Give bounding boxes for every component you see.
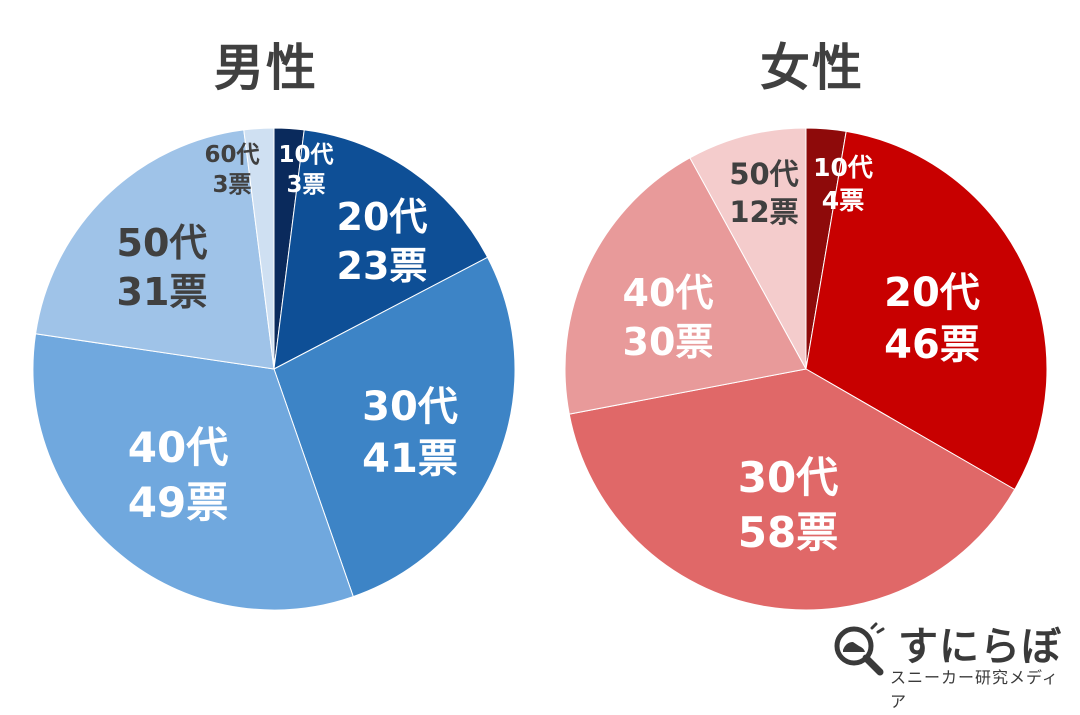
- male-slice-category: 10代: [278, 142, 333, 168]
- brand-logo-text: すにらぼ: [898, 624, 1062, 670]
- female-slice-category: 50代: [729, 157, 798, 191]
- female-slice-category: 30代: [738, 453, 838, 502]
- female-slice-20代: [805, 130, 1048, 491]
- female-slice-label-30代: 30代 58票: [738, 453, 838, 557]
- female-slice-label-40代: 40代 30票: [623, 271, 714, 364]
- female-slice-50代: [689, 127, 807, 370]
- female-slice-category: 10代: [813, 153, 873, 182]
- male-chart-title: 男性: [214, 39, 318, 97]
- male-slice-votes: 3票: [286, 172, 325, 198]
- male-slice-votes: 3票: [212, 172, 251, 198]
- male-slice-20代: [273, 129, 489, 370]
- male-slice-category: 30代: [362, 384, 458, 430]
- male-slice-label-40代: 40代 49票: [128, 423, 228, 527]
- female-slice-label-50代: 50代 12票: [729, 157, 798, 229]
- female-slice-votes: 46票: [884, 322, 980, 368]
- male-slice-label-20代: 20代 23票: [337, 195, 428, 288]
- male-slice-category: 50代: [117, 221, 208, 265]
- female-slice-votes: 4票: [822, 186, 864, 215]
- male-slice-label-10代: 10代 3票: [278, 142, 333, 198]
- male-slice-50代: [35, 129, 275, 370]
- female-slice-label-10代: 10代 4票: [813, 153, 873, 215]
- brand-subtitle: スニーカー研究メディア: [890, 668, 1059, 711]
- male-slice-category: 60代: [204, 142, 259, 168]
- male-slice-60代: [243, 127, 275, 370]
- female-slice-votes: 12票: [729, 195, 798, 229]
- female-slice-category: 40代: [623, 271, 714, 315]
- male-slice-label-30代: 30代 41票: [362, 384, 458, 482]
- female-slice-30代: [568, 368, 1016, 611]
- female-chart-title: 女性: [760, 39, 864, 97]
- female-slice-votes: 58票: [738, 508, 838, 557]
- male-slice-votes: 49票: [128, 478, 228, 527]
- female-slice-votes: 30票: [623, 320, 714, 364]
- male-slice-30代: [273, 256, 516, 598]
- female-slice-40代: [564, 157, 807, 415]
- male-slice-label-50代: 50代 31票: [117, 221, 208, 314]
- brand-watermark: すにらぼ スニーカー研究メディア: [832, 612, 1072, 711]
- male-slice-label-60代: 60代 3票: [204, 142, 259, 198]
- male-slice-category: 40代: [128, 423, 228, 472]
- male-slice-votes: 23票: [337, 244, 428, 288]
- magnifier-sneaker-icon: [834, 622, 885, 676]
- male-slice-40代: [32, 333, 354, 611]
- female-slice-category: 20代: [884, 270, 980, 316]
- male-slice-category: 20代: [337, 195, 428, 239]
- male-slice-votes: 31票: [117, 270, 208, 314]
- female-slice-label-20代: 20代 46票: [884, 270, 980, 368]
- male-slice-votes: 41票: [362, 436, 458, 482]
